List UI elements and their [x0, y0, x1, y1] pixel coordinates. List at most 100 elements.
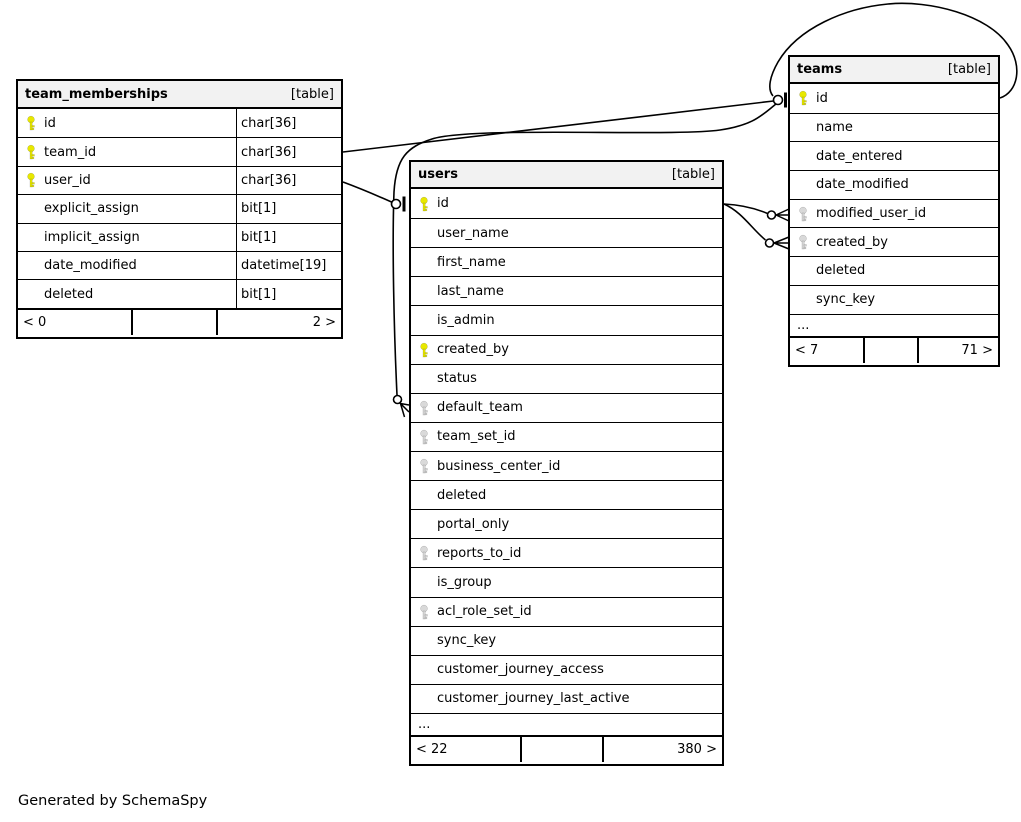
column-type: bit[1] [236, 195, 341, 223]
table-type-tag: [table] [947, 62, 991, 77]
primary-key-icon [411, 342, 437, 358]
column-name: is_group [437, 574, 492, 590]
table-name[interactable]: teams [797, 62, 843, 77]
crowfoot-marker-created-by [764, 236, 790, 250]
relationship-line-users-to-created-by [723, 203, 767, 241]
column-name: first_name [437, 254, 506, 270]
column-name: explicit_assign [44, 201, 139, 217]
column-row: first_name [411, 247, 722, 277]
table-footer: < 0 2 > [18, 307, 341, 335]
column-name: last_name [437, 283, 504, 299]
column-name: business_center_id [437, 458, 561, 474]
column-row: user_id char[36] [18, 165, 341, 195]
table-name[interactable]: team_memberships [25, 86, 168, 102]
column-row: created_by [790, 227, 998, 257]
column-name: reports_to_id [437, 545, 522, 561]
column-row: last_name [411, 276, 722, 306]
column-row: deleted bit[1] [18, 279, 341, 308]
column-name: modified_user_id [816, 206, 927, 222]
column-name: id [816, 90, 828, 106]
column-name: team_id [44, 144, 97, 160]
primary-key-icon [18, 115, 44, 131]
column-row: modified_user_id [790, 198, 998, 228]
column-name: team_set_id [437, 429, 516, 445]
footer-prev-count[interactable]: < 22 [416, 741, 448, 757]
relationship-line-teamid-to-teams [342, 100, 774, 153]
column-name: default_team [437, 400, 523, 416]
column-type: char[36] [236, 166, 341, 195]
table-footer: < 22 380 > [411, 734, 722, 762]
footer-prev-count[interactable]: < 7 [795, 342, 819, 358]
column-name: status [437, 371, 477, 387]
column-name: date_entered [816, 148, 903, 164]
foreign-key-icon [411, 604, 437, 620]
column-row: implicit_assign bit[1] [18, 222, 341, 251]
column-name: sync_key [816, 292, 876, 308]
column-row: acl_role_set_id [411, 596, 722, 626]
column-row: deleted [411, 480, 722, 510]
footer-next-count[interactable]: 380 > [677, 741, 717, 757]
generated-by-note: Generated by SchemaSpy [18, 793, 208, 809]
relationship-line-teams-self-loop [769, 2, 1018, 99]
column-row: id [411, 189, 722, 219]
table-team-memberships[interactable]: team_memberships [table] id char[36] tea… [16, 79, 343, 339]
column-row: customer_journey_access [411, 654, 722, 684]
table-header[interactable]: teams [table] [790, 57, 998, 84]
column-name: customer_journey_last_active [437, 691, 630, 707]
column-row: date_entered [790, 141, 998, 171]
table-name[interactable]: users [418, 167, 458, 182]
column-row: team_id char[36] [18, 137, 341, 166]
column-row: portal_only [411, 509, 722, 539]
column-name: implicit_assign [44, 229, 140, 245]
column-row: sync_key [790, 284, 998, 314]
table-users[interactable]: users [table] id user_name first_name la… [409, 160, 724, 766]
relationship-line-userid-to-users [342, 181, 392, 203]
column-row: customer_journey_last_active [411, 683, 722, 713]
crowfoot-marker-modified-user-id [766, 208, 790, 222]
relationship-line-users-to-modified-user-id [723, 203, 768, 215]
primary-key-icon [18, 172, 44, 188]
column-name: id [44, 115, 56, 131]
column-row: name [790, 112, 998, 142]
column-name: deleted [44, 286, 94, 302]
column-type: bit[1] [236, 223, 341, 251]
primary-key-icon [411, 196, 437, 212]
table-header[interactable]: team_memberships [table] [18, 81, 341, 109]
column-type: datetime[19] [236, 251, 341, 280]
foreign-key-icon [411, 458, 437, 474]
crowfoot-marker-default-team [392, 394, 410, 418]
column-row: explicit_assign bit[1] [18, 194, 341, 223]
column-name: created_by [816, 234, 888, 250]
table-teams[interactable]: teams [table] id name date_entered date_… [788, 55, 1000, 367]
column-row: created_by [411, 334, 722, 364]
footer-spacer-cell [131, 309, 219, 335]
column-row: id [790, 84, 998, 113]
footer-next-count[interactable]: 71 > [961, 342, 993, 358]
primary-key-icon [790, 90, 816, 106]
column-row: is_admin [411, 305, 722, 335]
column-row: date_modified datetime[19] [18, 250, 341, 280]
column-row: reports_to_id [411, 538, 722, 568]
column-type: char[36] [236, 138, 341, 166]
column-type: char[36] [236, 109, 341, 138]
column-row: date_modified [790, 170, 998, 199]
column-type: bit[1] [236, 280, 341, 308]
footer-prev-count[interactable]: < 0 [23, 314, 47, 330]
table-header[interactable]: users [table] [411, 162, 722, 189]
foreign-key-icon [411, 429, 437, 445]
column-name: user_name [437, 225, 509, 241]
column-name: id [437, 196, 449, 212]
footer-spacer-cell [862, 337, 919, 363]
column-row: default_team [411, 392, 722, 422]
footer-next-count[interactable]: 2 > [312, 314, 336, 330]
column-name: created_by [437, 342, 509, 358]
relationship-line-teams-to-default-team [392, 103, 777, 396]
table-footer: < 7 71 > [790, 335, 998, 363]
table-type-tag: [table] [671, 167, 715, 182]
one-marker-users-id [390, 196, 406, 212]
column-row: status [411, 363, 722, 393]
column-name: deleted [816, 263, 866, 279]
column-name: portal_only [437, 516, 510, 532]
column-name: user_id [44, 172, 91, 188]
